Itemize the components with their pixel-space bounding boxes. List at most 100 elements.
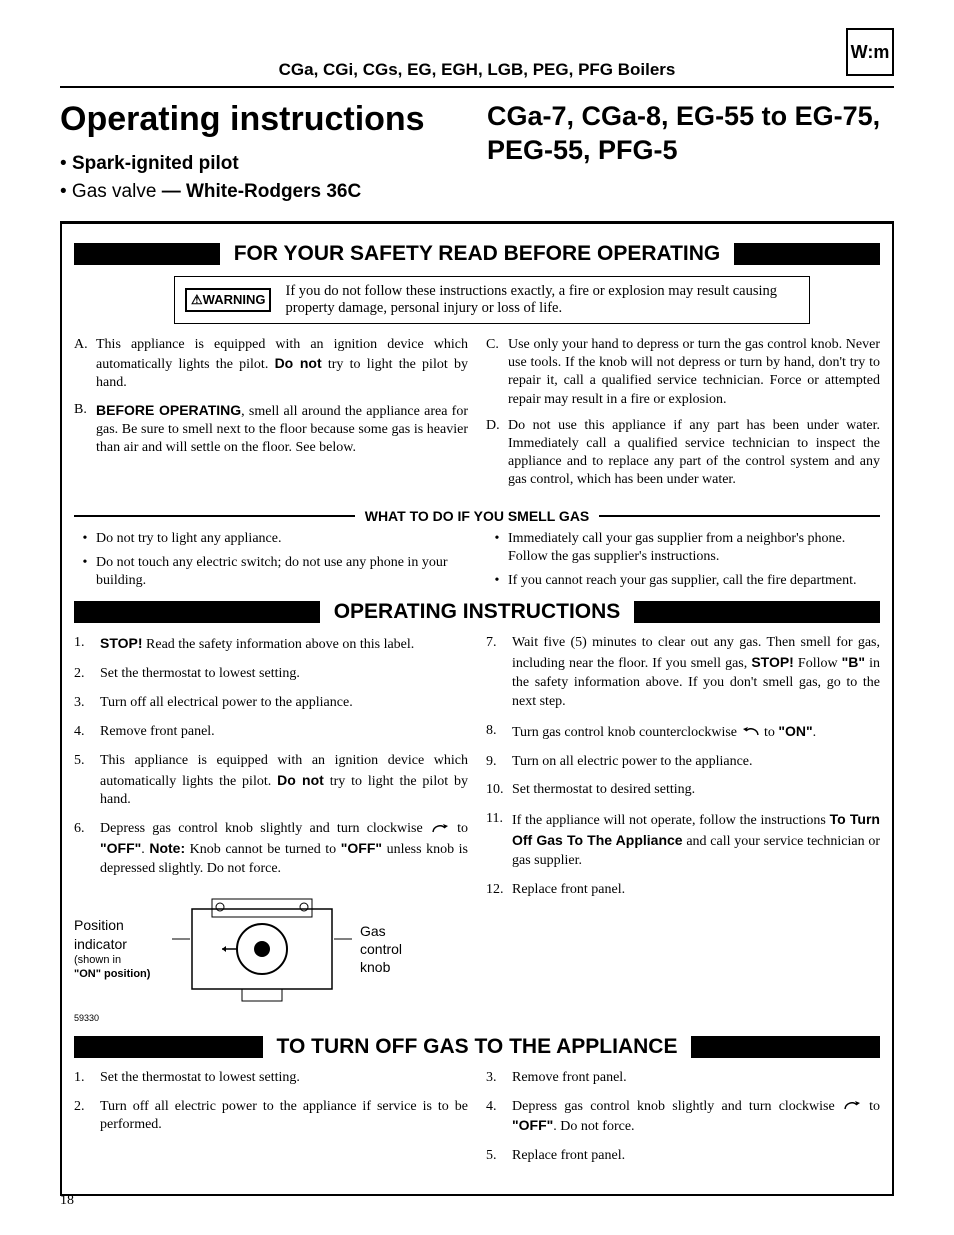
step-3: 3.Turn off all electrical power to the a… xyxy=(74,694,468,713)
off-step-1: 1.Set the thermostat to lowest setting. xyxy=(74,1069,468,1088)
bullet-bold: — White-Rodgers 36C xyxy=(162,181,362,202)
model-numbers: CGa-7, CGa-8, EG-55 to EG-75, PEG-55, PF… xyxy=(487,100,894,168)
bold: "OFF" xyxy=(100,840,141,856)
main-content-box: FOR YOUR SAFETY READ BEFORE OPERATING ⚠W… xyxy=(60,221,894,1196)
bullet-bold: Spark-ignited pilot xyxy=(72,153,239,174)
num: 5. xyxy=(486,1147,512,1166)
smell-item: •If you cannot reach your gas supplier, … xyxy=(486,572,880,590)
page-number: 18 xyxy=(60,1193,74,1209)
step-7: 7.Wait five (5) minutes to clear out any… xyxy=(486,634,880,712)
num: 2. xyxy=(74,1098,100,1136)
turnoff-section-bar: TO TURN OFF GAS TO THE APPLIANCE xyxy=(74,1035,880,1059)
text: Remove front panel. xyxy=(512,1069,627,1088)
divider-line xyxy=(599,515,880,517)
safety-item-c: C. Use only your hand to depress or turn… xyxy=(486,336,880,409)
step-2: 2.Set the thermostat to lowest setting. xyxy=(74,665,468,684)
step-5: 5.This appliance is equipped with an ign… xyxy=(74,752,468,811)
diagram-label-right: Gas control knob xyxy=(360,922,430,977)
step-6: 6.Depress gas control knob slightly and … xyxy=(74,820,468,879)
text: Set the thermostat to lowest setting. xyxy=(100,665,300,684)
bar-right xyxy=(634,601,880,623)
logo-text: W:m xyxy=(851,42,890,63)
num: 2. xyxy=(74,665,100,684)
step-1: 1.STOP! Read the safety information abov… xyxy=(74,634,468,655)
num: 1. xyxy=(74,1069,100,1088)
bold: Note: xyxy=(149,840,185,856)
off-step-2: 2.Turn off all electric power to the app… xyxy=(74,1098,468,1136)
warning-box: ⚠WARNING If you do not follow these inst… xyxy=(174,276,810,324)
safety-item-b: B. BEFORE OPERATING, smell all around th… xyxy=(74,401,468,458)
text: Read the safety information above on thi… xyxy=(143,637,415,652)
turnoff-steps: 1.Set the thermostat to lowest setting. … xyxy=(74,1069,880,1177)
num: 4. xyxy=(486,1098,512,1138)
text: Replace front panel. xyxy=(512,1147,625,1166)
step-12: 12.Replace front panel. xyxy=(486,881,880,900)
text: Set the thermostat to lowest setting. xyxy=(100,1069,300,1088)
text: Remove front panel. xyxy=(100,723,215,742)
operating-heading: OPERATING INSTRUCTIONS xyxy=(320,600,635,624)
num: 3. xyxy=(486,1069,512,1088)
text: . Do not force. xyxy=(553,1119,634,1134)
valve-illustration xyxy=(172,889,352,1009)
bar-left xyxy=(74,243,220,265)
bold: STOP! xyxy=(100,635,143,651)
step-8: 8.Turn gas control knob counterclockwise… xyxy=(486,722,880,743)
off-step-5: 5.Replace front panel. xyxy=(486,1147,880,1166)
num: 9. xyxy=(486,753,512,772)
off-step-3: 3.Remove front panel. xyxy=(486,1069,880,1088)
step-4: 4.Remove front panel. xyxy=(74,723,468,742)
sub-bullet-1: • Spark-ignited pilot xyxy=(60,153,467,175)
text: Do not touch any electric switch; do not… xyxy=(96,554,468,590)
bold: Do not xyxy=(277,772,324,788)
bold: BEFORE OPERATING xyxy=(96,402,241,418)
smell-gas-divider: WHAT TO DO IF YOU SMELL GAS xyxy=(74,508,880,524)
bar-left xyxy=(74,601,320,623)
off-step-4: 4.Depress gas control knob slightly and … xyxy=(486,1098,880,1138)
clockwise-arrow-icon xyxy=(842,1099,862,1113)
title-section: Operating instructions • Spark-ignited p… xyxy=(60,100,894,209)
brand-logo: W:m xyxy=(846,28,894,76)
main-title: Operating instructions xyxy=(60,100,467,139)
bar-right xyxy=(734,243,880,265)
smell-item: •Immediately call your gas supplier from… xyxy=(486,530,880,566)
diagram-label-left-sub2: "ON" position) xyxy=(74,968,150,980)
bullet-prefix: • xyxy=(60,153,72,174)
num: 5. xyxy=(74,752,100,811)
counterclockwise-arrow-icon xyxy=(741,725,761,739)
safety-section-bar: FOR YOUR SAFETY READ BEFORE OPERATING xyxy=(74,242,880,266)
clockwise-arrow-icon xyxy=(430,822,450,836)
product-header: CGa, CGi, CGs, EG, EGH, LGB, PEG, PFG Bo… xyxy=(60,60,894,88)
text: Depress gas control knob slightly and tu… xyxy=(512,1099,842,1114)
num: 8. xyxy=(486,722,512,743)
smell-heading: WHAT TO DO IF YOU SMELL GAS xyxy=(355,508,600,524)
text: Knob cannot be turned to xyxy=(185,842,341,857)
divider-line xyxy=(74,515,355,517)
sub-bullet-2: • Gas valve — White-Rodgers 36C xyxy=(60,181,467,203)
text: Do not try to light any appliance. xyxy=(96,530,281,548)
text: If the appliance will not operate, follo… xyxy=(512,813,830,828)
bold: "OFF" xyxy=(341,840,382,856)
smell-item: •Do not touch any electric switch; do no… xyxy=(74,554,468,590)
bold: STOP! xyxy=(751,654,794,670)
text: . xyxy=(813,725,817,740)
text: Turn gas control knob counterclockwise xyxy=(512,725,741,740)
diagram-label-left-sub: (shown in xyxy=(74,953,164,967)
text: Use only your hand to depress or turn th… xyxy=(508,336,880,409)
step-10: 10.Set thermostat to desired setting. xyxy=(486,781,880,800)
num: 3. xyxy=(74,694,100,713)
num: 6. xyxy=(74,820,100,879)
num: 7. xyxy=(486,634,512,712)
bold: "ON" xyxy=(778,723,812,739)
text: Do not use this appliance if any part ha… xyxy=(508,417,880,490)
bullet-dot: • xyxy=(486,530,508,566)
text: Set thermostat to desired setting. xyxy=(512,781,695,800)
smell-gas-list: •Do not try to light any appliance. •Do … xyxy=(74,530,880,597)
safety-heading: FOR YOUR SAFETY READ BEFORE OPERATING xyxy=(220,242,735,266)
bullet-dot: • xyxy=(74,530,96,548)
num: 11. xyxy=(486,810,512,871)
num: 12. xyxy=(486,881,512,900)
text: Immediately call your gas supplier from … xyxy=(508,530,880,566)
list-marker: B. xyxy=(74,401,96,458)
safety-letter-list: A. This appliance is equipped with an ig… xyxy=(74,336,880,498)
bullet-dot: • xyxy=(486,572,508,590)
